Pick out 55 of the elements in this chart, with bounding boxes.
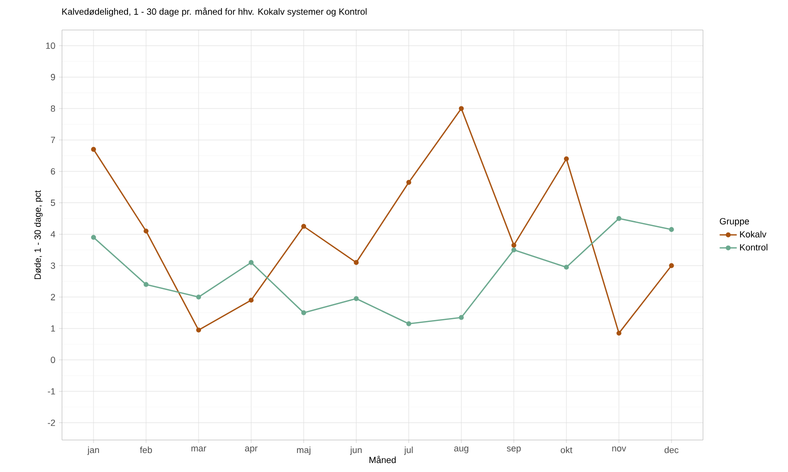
point	[669, 227, 674, 232]
y-tick-label: 0	[50, 356, 56, 364]
x-tick-label: apr	[245, 446, 258, 454]
point	[91, 146, 96, 152]
point	[144, 282, 149, 287]
point	[564, 264, 569, 270]
y-tick-label: 3	[50, 262, 56, 269]
x-axis-title: Måned	[369, 456, 396, 464]
point	[616, 330, 622, 336]
chart-title: Kalvedødelighed, 1 - 30 dage pr. måned for hhv. Kokalv systemer og Kontrol	[62, 7, 367, 17]
x-tick-label: sep	[506, 446, 521, 454]
x-tick-label: maj	[297, 446, 310, 455]
x-tick-label: dec	[664, 446, 678, 454]
point	[616, 216, 622, 221]
point	[511, 247, 516, 252]
x-tick-label: jan	[87, 446, 99, 455]
legend-title: Gruppe	[720, 218, 750, 226]
point	[248, 260, 254, 265]
point	[406, 321, 412, 326]
x-tick-label: nov	[612, 446, 626, 452]
point	[91, 234, 96, 240]
y-tick-label: 6	[50, 168, 56, 175]
point	[406, 180, 412, 185]
point	[511, 242, 516, 248]
point	[458, 106, 464, 111]
y-tick-label: 7	[50, 136, 56, 144]
point	[144, 228, 149, 234]
point	[669, 263, 674, 268]
y-tick-label: 1	[51, 325, 56, 332]
x-tick-label: feb	[140, 446, 152, 454]
x-tick-label: mar	[191, 446, 206, 452]
legend-label: Kontrol	[740, 244, 768, 251]
point	[196, 328, 202, 332]
y-tick-label: -2	[48, 420, 56, 426]
point	[354, 260, 359, 265]
point	[458, 315, 464, 320]
y-tick-label: 10	[46, 42, 56, 49]
legend-label: Kokalv	[740, 230, 766, 238]
x-tick-label: jun	[350, 446, 362, 455]
point	[354, 296, 359, 302]
point	[564, 156, 569, 162]
y-tick-label: 4	[50, 231, 56, 238]
point	[196, 294, 202, 300]
y-tick-label: 8	[50, 105, 56, 112]
y-tick-label: -1	[48, 388, 56, 394]
y-axis-title: Døde, 1 - 30 dage, pct	[34, 190, 43, 280]
point	[301, 224, 306, 229]
x-tick-label: aug	[454, 446, 468, 454]
x-tick-label: okt	[560, 446, 572, 454]
x-tick-label: jul	[404, 446, 413, 455]
point	[248, 298, 254, 303]
y-tick-label: 2	[50, 294, 56, 300]
y-tick-label: 5	[50, 200, 56, 206]
point	[301, 310, 306, 316]
y-tick-label: 9	[50, 74, 56, 80]
